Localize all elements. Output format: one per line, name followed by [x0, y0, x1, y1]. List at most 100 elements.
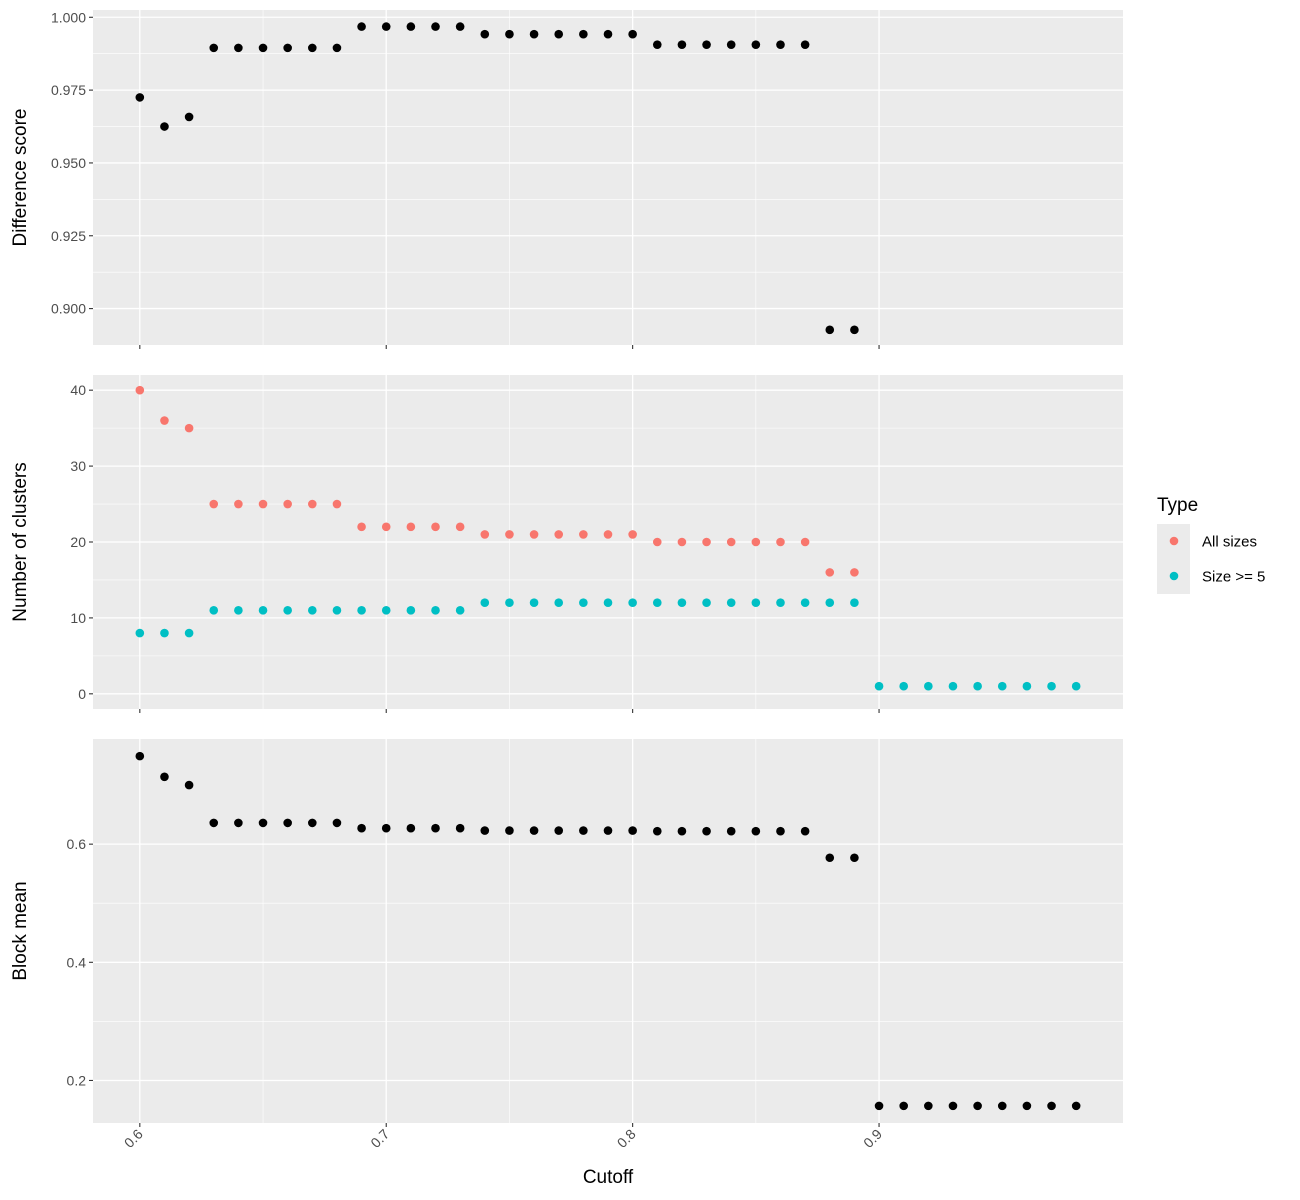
point-size-5	[160, 628, 169, 638]
point-size-5	[357, 606, 366, 615]
point-size-5	[258, 606, 268, 615]
point-size-5	[1071, 681, 1081, 691]
point-size-5	[628, 598, 637, 608]
point-size-5	[751, 598, 761, 608]
data-point	[726, 826, 736, 836]
data-point	[850, 325, 859, 335]
point-all-sizes	[702, 537, 711, 547]
data-point	[455, 22, 465, 31]
legend-key-all-sizes	[1169, 536, 1179, 546]
point-size-5	[1022, 681, 1032, 691]
data-point	[677, 40, 687, 49]
point-size-5	[973, 681, 982, 691]
data-point	[308, 43, 317, 53]
point-all-sizes	[135, 385, 145, 395]
point-size-5	[997, 681, 1007, 691]
data-point	[825, 325, 835, 335]
legend-key-size-ge-5	[1169, 571, 1179, 581]
point-all-sizes	[529, 530, 539, 539]
data-point	[283, 818, 292, 828]
y-tick-label: 0.900	[51, 301, 86, 317]
point-size-5	[431, 606, 440, 615]
y-tick-label: 0.6	[67, 836, 87, 852]
data-point	[258, 43, 268, 53]
data-point	[850, 853, 859, 863]
data-point	[160, 772, 169, 782]
data-point	[332, 43, 342, 53]
point-all-sizes	[505, 530, 514, 539]
data-point	[529, 826, 539, 835]
data-point	[702, 826, 711, 836]
point-size-5	[677, 598, 687, 608]
panel-background	[93, 739, 1123, 1123]
point-size-5	[332, 606, 342, 615]
y-tick-label: 0.925	[51, 228, 86, 244]
point-all-sizes	[381, 522, 391, 532]
data-point	[184, 112, 194, 122]
data-point	[455, 823, 465, 833]
point-all-sizes	[751, 537, 761, 547]
point-all-sizes	[726, 537, 736, 547]
panel-number-of-clusters: 0 10 20 30 40 Number of clusters	[10, 375, 1123, 713]
data-point	[579, 29, 588, 39]
data-point	[1022, 1101, 1032, 1111]
point-size-5	[529, 598, 539, 608]
legend-label-all-sizes: All sizes	[1202, 534, 1257, 551]
y-tick-label: 40	[70, 382, 86, 398]
data-point	[209, 43, 219, 53]
point-all-sizes	[283, 499, 292, 509]
point-all-sizes	[776, 537, 785, 547]
point-size-5	[924, 681, 933, 691]
data-point	[160, 122, 169, 131]
data-point	[825, 853, 835, 863]
data-point	[628, 29, 637, 39]
data-point	[554, 29, 564, 39]
data-point	[1047, 1101, 1056, 1111]
y-axis-title-difference-score: Difference score	[10, 109, 31, 247]
point-size-5	[776, 598, 785, 608]
data-point	[332, 818, 342, 828]
y-axis-title-block-mean: Block mean	[10, 881, 31, 980]
data-point	[924, 1101, 933, 1111]
point-size-5	[652, 598, 662, 608]
data-point	[308, 818, 317, 828]
data-point	[997, 1101, 1007, 1111]
y-tick-label: 0	[78, 686, 86, 702]
point-all-sizes	[603, 530, 613, 539]
point-size-5	[948, 681, 958, 691]
y-tick-label: 20	[70, 534, 86, 550]
data-point	[505, 826, 514, 835]
y-tick-label: 0.2	[67, 1072, 87, 1088]
x-axis-title: Cutoff	[583, 1167, 634, 1188]
data-point	[628, 826, 637, 835]
y-tick-label: 1.000	[51, 9, 86, 25]
point-all-sizes	[357, 522, 366, 532]
x-tick-label: 0.9	[860, 1126, 885, 1151]
point-size-5	[209, 606, 219, 615]
y-axis-title-number-of-clusters: Number of clusters	[10, 462, 31, 621]
data-point	[1071, 1101, 1081, 1111]
data-point	[751, 40, 761, 49]
point-size-5	[455, 606, 465, 615]
data-point	[800, 826, 810, 836]
data-point	[776, 826, 785, 836]
data-point	[258, 818, 268, 828]
data-point	[431, 22, 440, 31]
point-all-sizes	[209, 499, 219, 509]
point-all-sizes	[825, 568, 835, 577]
point-size-5	[381, 606, 391, 615]
data-point	[234, 818, 243, 828]
data-point	[381, 823, 391, 833]
data-point	[652, 40, 662, 49]
point-size-5	[603, 598, 613, 608]
panel-block-mean: 0.2 0.4 0.6 0.6 0.7 0.8 0.9 Block mean	[10, 739, 1123, 1151]
y-tick-label: 10	[70, 610, 86, 626]
data-point	[431, 823, 440, 833]
data-point	[603, 826, 613, 835]
data-point	[406, 823, 416, 833]
point-all-sizes	[455, 522, 465, 532]
y-tick-label: 30	[70, 458, 86, 474]
point-size-5	[234, 606, 243, 615]
point-size-5	[899, 681, 908, 691]
